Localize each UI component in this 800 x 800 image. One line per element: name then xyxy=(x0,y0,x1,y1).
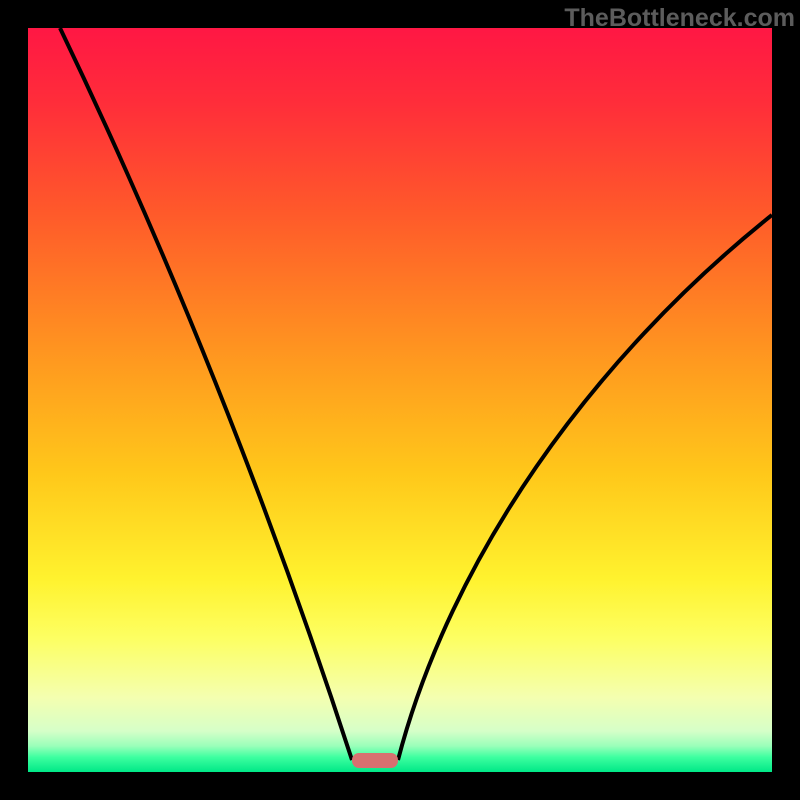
watermark-text: TheBottleneck.com xyxy=(564,4,795,33)
bottleneck-chart xyxy=(0,0,800,800)
gradient-background xyxy=(28,28,772,772)
optimal-marker xyxy=(352,753,398,768)
